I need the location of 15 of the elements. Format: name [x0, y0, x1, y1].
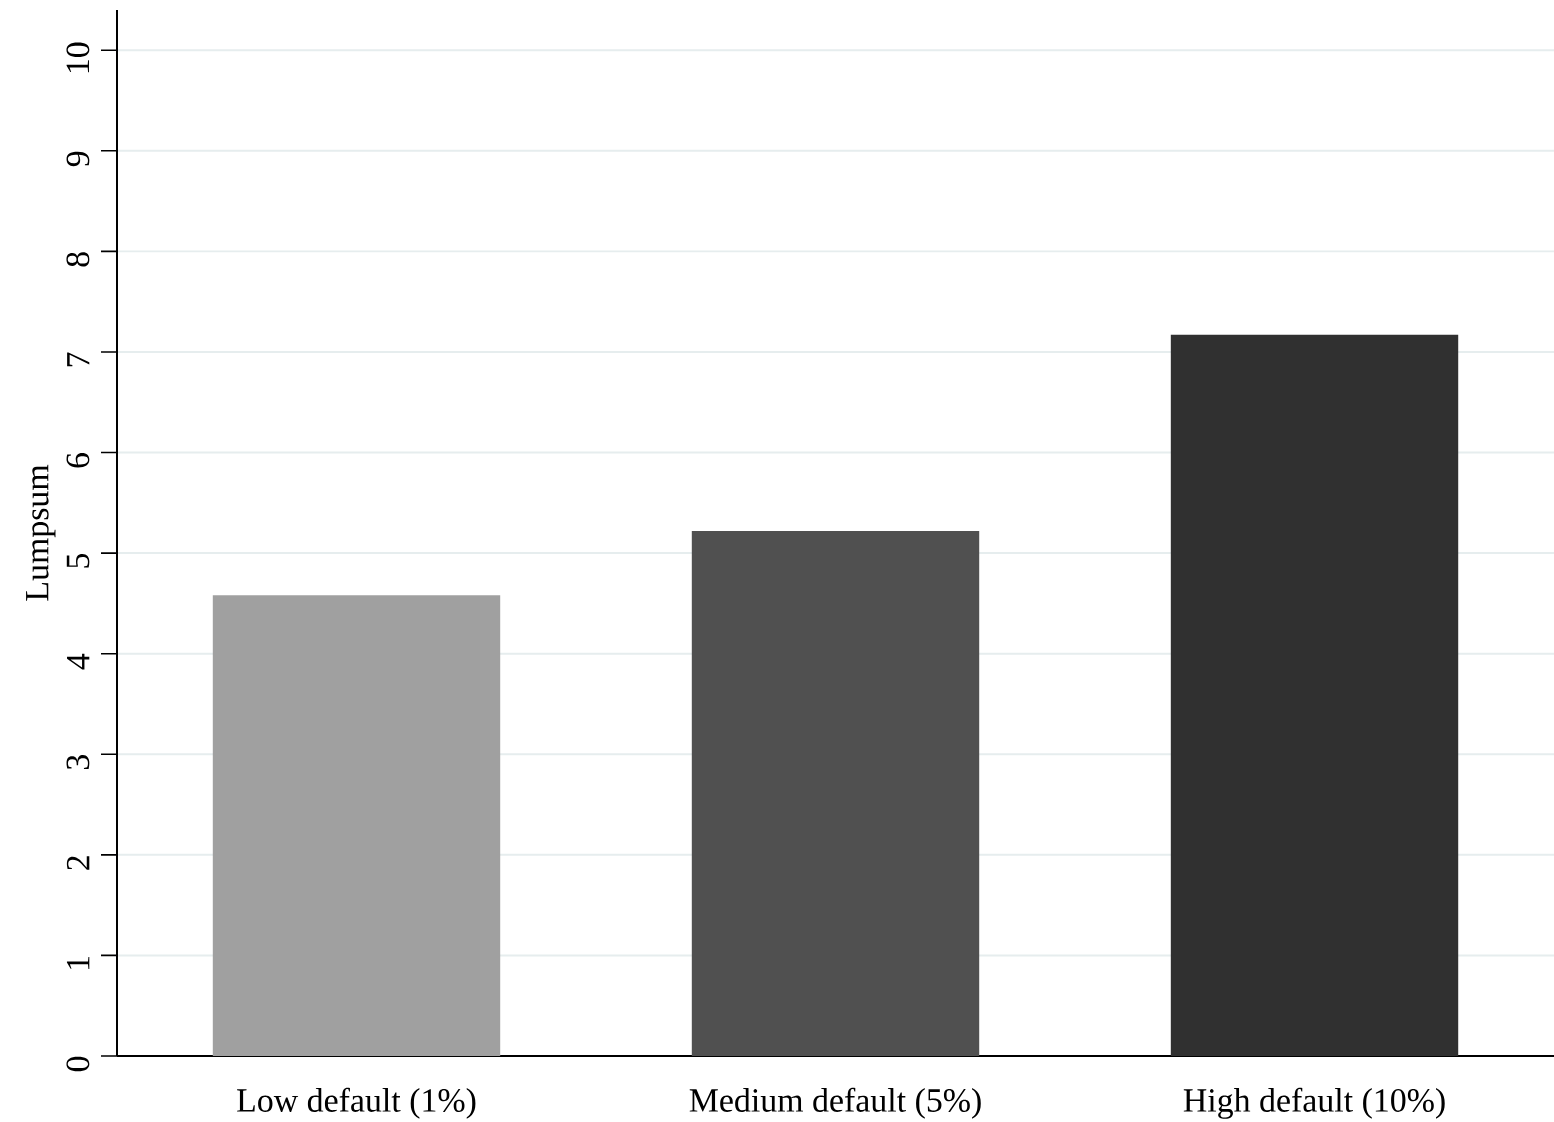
y-tick-label: 1: [66, 956, 90, 969]
y-tick-label: 7: [67, 352, 90, 367]
y-axis-title: Lumpsum: [26, 464, 56, 601]
x-tick-label: Medium default (5%): [689, 1087, 981, 1119]
x-tick-label: High default (10%): [1183, 1087, 1445, 1119]
y-tick-label: 8: [66, 252, 90, 267]
y-tick-label: 10: [66, 42, 90, 73]
y-tick-label: 9: [66, 151, 90, 167]
y-tick-label: 2: [66, 856, 90, 870]
y-tick-label: 5: [66, 553, 90, 568]
y-tick-label: 3: [66, 755, 90, 770]
y-tick-label: 6: [66, 453, 90, 468]
x-tick-label: Low default (1%): [237, 1087, 476, 1119]
y-tick-label: 0: [66, 1056, 90, 1072]
y-tick-label: 4: [67, 653, 90, 670]
